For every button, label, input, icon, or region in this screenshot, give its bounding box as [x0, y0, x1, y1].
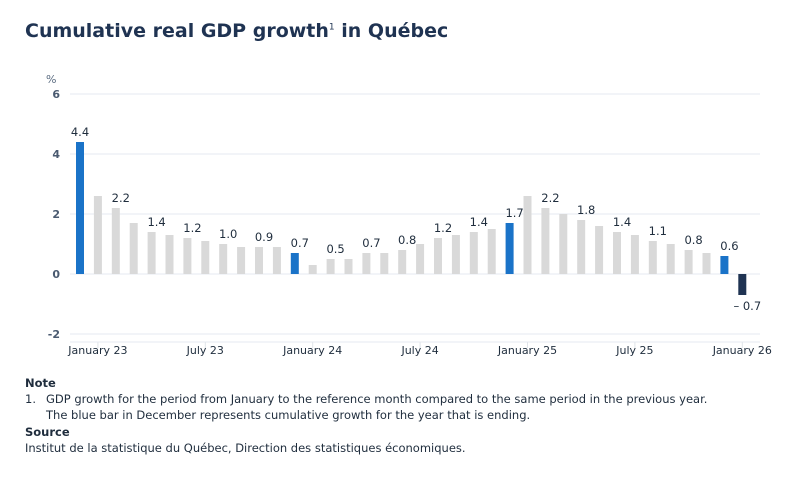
data-label: 0.8: [684, 233, 702, 247]
bar-dec-25: [720, 256, 729, 274]
note-number: 1.: [25, 392, 36, 406]
y-tick-label: -2: [48, 328, 60, 341]
data-label: 1.4: [147, 215, 165, 229]
x-tick-label: January 23: [67, 344, 127, 357]
source-text: Institut de la statistique du Québec, Di…: [25, 441, 466, 455]
x-tick-label: July 25: [615, 344, 653, 357]
y-tick-label: 6: [52, 88, 60, 101]
data-label: 1.4: [613, 215, 631, 229]
data-label: 1.0: [219, 227, 237, 241]
bar-jun-23: [183, 238, 192, 274]
data-label: 1.7: [505, 206, 523, 220]
bar-jul-25: [630, 235, 639, 274]
bar-oct-25: [684, 250, 693, 274]
bar-mar-23: [129, 223, 138, 274]
data-label: 0.6: [720, 239, 738, 253]
bar-oct-23: [255, 247, 263, 274]
x-tick-label: January 25: [497, 344, 557, 357]
data-label: 0.9: [255, 230, 273, 244]
bar-sep-25: [666, 244, 675, 274]
note-line1: GDP growth for the period from January t…: [46, 392, 708, 406]
bar-aug-23: [219, 244, 228, 274]
bar-apr-24: [362, 253, 371, 274]
bar-mar-25: [559, 214, 568, 274]
data-label: 1.2: [183, 221, 201, 235]
chart-title: Cumulative real GDP growth1 in Québec: [25, 20, 449, 42]
data-label: 1.2: [434, 221, 452, 235]
bar-jan-26: [738, 274, 747, 295]
note-heading: Note: [25, 376, 56, 390]
notes-section: Note 1. GDP growth for the period from Ja…: [25, 375, 707, 456]
data-label: 2.2: [541, 191, 559, 205]
bar-chart: % 6 4 2 0 -2 4.4 2.2 1.4 1.2 1.0 0.9 0.7 0.5 0.7 0.8 1.2…: [46, 73, 772, 357]
data-label: 2.2: [112, 191, 130, 205]
bar-dec-22: [76, 142, 84, 274]
bar-jul-23: [201, 241, 210, 274]
bar-dec-24: [505, 223, 514, 274]
data-label: 0.7: [291, 236, 309, 250]
bar-aug-25: [648, 241, 657, 274]
bar-sep-23: [237, 247, 246, 274]
y-axis-unit: %: [46, 73, 56, 86]
x-tick-label: July 23: [186, 344, 224, 357]
bar-aug-24: [434, 238, 442, 274]
data-label: 0.5: [326, 242, 344, 256]
note-line2: The blue bar in December represents cumu…: [46, 408, 531, 422]
bar-apr-25: [577, 220, 586, 274]
data-label: 1.1: [649, 224, 667, 238]
bar-jun-25: [613, 232, 621, 274]
bar-jan-25: [523, 196, 532, 274]
bar-feb-24: [326, 259, 335, 274]
source-heading: Source: [25, 425, 70, 439]
bar-feb-25: [541, 208, 550, 274]
data-label: 0.8: [398, 233, 416, 247]
data-label: 4.4: [71, 125, 89, 139]
bar-may-24: [380, 253, 389, 274]
title-footnote: 1: [328, 22, 335, 33]
bar-jun-24: [398, 250, 407, 274]
x-tick-label: July 24: [400, 344, 438, 357]
bar-nov-23: [272, 247, 281, 274]
x-tick-label: January 24: [282, 344, 342, 357]
y-tick-label: 0: [52, 268, 60, 281]
bar-jan-23: [93, 196, 102, 274]
data-label: 0.7: [362, 236, 380, 250]
bar-nov-24: [487, 229, 496, 274]
data-label: 1.8: [577, 203, 595, 217]
bar-jan-24: [308, 265, 317, 274]
bar-sep-24: [451, 235, 460, 274]
bar-oct-24: [469, 232, 478, 274]
bar-apr-23: [147, 232, 156, 274]
bar-feb-23: [111, 208, 120, 274]
bar-mar-24: [344, 259, 353, 274]
bar-jul-24: [416, 244, 425, 274]
data-label: 1.4: [470, 215, 488, 229]
bar-may-23: [165, 235, 174, 274]
y-tick-label: 4: [52, 148, 60, 161]
data-label: – 0.7: [733, 299, 761, 313]
bar-may-25: [595, 226, 604, 274]
bar-dec-23: [290, 253, 299, 274]
y-tick-label: 2: [52, 208, 60, 221]
x-tick-label: January 26: [712, 344, 772, 357]
bar-nov-25: [702, 253, 711, 274]
